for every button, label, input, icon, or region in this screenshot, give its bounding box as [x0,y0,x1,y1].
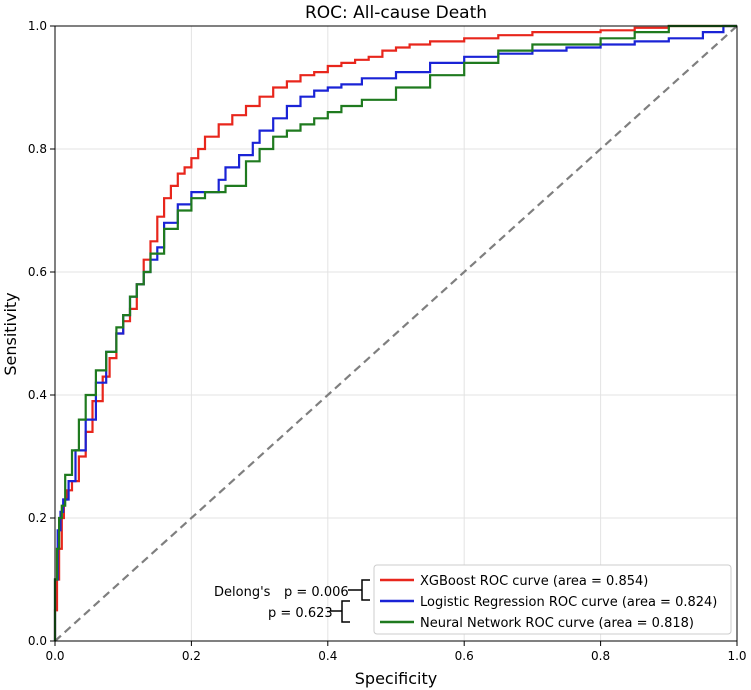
series-layer [53,24,737,641]
y-tick-label: 0.6 [28,265,47,279]
p-value-1: p = 0.006 [284,585,349,600]
logistic-regression-roc-curve [53,24,737,641]
chance-diagonal-line [54,25,738,642]
legend-box [373,564,732,635]
y-axis-ticks: 0.0 0.2 0.4 0.6 0.8 1.0 [28,19,55,648]
x-tick-label: 0.0 [45,649,64,663]
x-tick-label: 0.4 [318,649,337,663]
x-tick-label: 0.6 [455,649,474,663]
x-tick-label: 0.8 [591,649,610,663]
x-tick-label: 0.2 [182,649,201,663]
y-tick-label: 0.0 [28,634,47,648]
bracket-2 [330,600,350,623]
legend-label-xgboost: XGBoost ROC curve (area = 0.854) [420,574,648,589]
legend-label-logistic: Logistic Regression ROC curve (area = 0.… [420,595,717,610]
delong-label: Delong's [214,585,271,600]
legend: XGBoost ROC curve (area = 0.854) Logisti… [373,564,732,635]
chart-title: ROC: All-cause Death [305,3,487,23]
legend-label-neural: Neural Network ROC curve (area = 0.818) [420,616,694,631]
delong-annotation: Delong's p = 0.006 p = 0.623 [214,579,370,623]
neural-network-roc-curve [53,24,737,641]
x-tick-label: 1.0 [727,649,746,663]
bracket-1 [348,579,370,601]
y-tick-label: 0.4 [28,388,47,402]
p-value-2: p = 0.623 [268,606,333,621]
x-axis-ticks: 0.0 0.2 0.4 0.6 0.8 1.0 [45,641,747,663]
diagonal-reference-line [54,25,738,642]
y-axis-label: Sensitivity [1,292,20,375]
plot-frame [54,25,738,642]
xgboost-roc-curve [53,24,737,641]
y-tick-label: 0.2 [28,511,47,525]
x-axis-label: Specificity [355,669,437,688]
y-tick-label: 0.8 [28,142,47,156]
y-tick-label: 1.0 [28,19,47,33]
